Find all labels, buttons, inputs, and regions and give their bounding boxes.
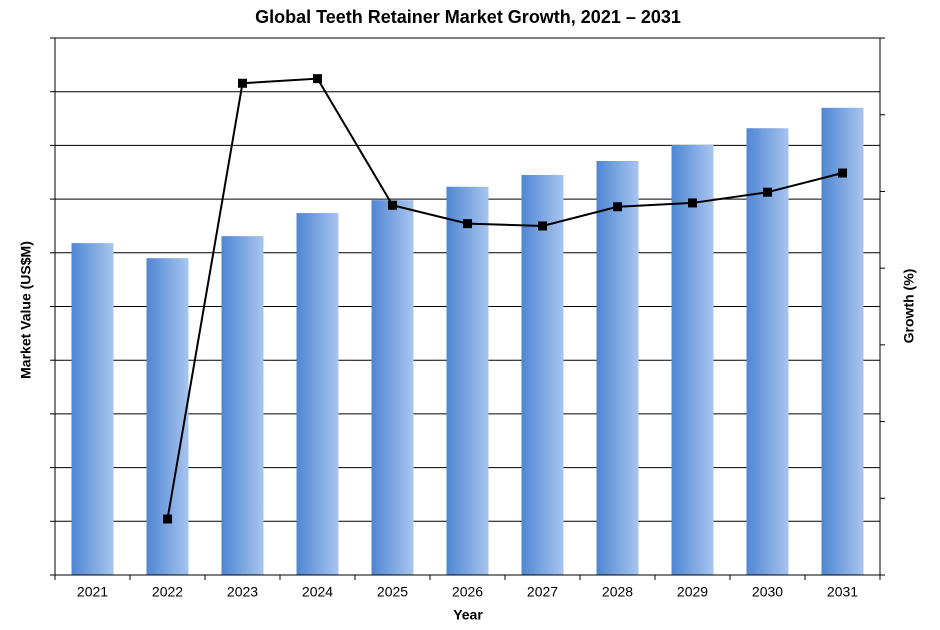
- x-tick-label: 2023: [227, 584, 258, 600]
- bar: [221, 236, 264, 575]
- bar: [446, 186, 489, 575]
- bar: [821, 107, 864, 575]
- line-marker: [763, 187, 772, 197]
- bar: [746, 128, 789, 575]
- bar: [71, 243, 114, 575]
- chart-title: Global Teeth Retainer Market Growth, 202…: [255, 7, 681, 27]
- line-marker: [688, 198, 697, 208]
- line-marker: [538, 221, 547, 231]
- bar: [596, 160, 639, 575]
- x-tick-label: 2021: [77, 584, 108, 600]
- x-tick-label: 2025: [377, 584, 408, 600]
- bar: [296, 213, 339, 575]
- line-marker: [238, 78, 247, 88]
- x-tick-label: 2030: [752, 584, 783, 600]
- y-axis-title: Market Value (US$M): [18, 241, 34, 379]
- x-tick-label: 2029: [677, 584, 708, 600]
- line-marker: [838, 168, 847, 178]
- line-marker: [163, 514, 172, 524]
- x-tick-label: 2022: [152, 584, 183, 600]
- line-marker: [388, 200, 397, 210]
- x-axis-title: Year: [453, 607, 483, 623]
- y2-axis-title: Growth (%): [901, 269, 917, 344]
- bar: [371, 200, 414, 575]
- x-tick-label: 2031: [827, 584, 858, 600]
- line-marker: [463, 219, 472, 229]
- bar: [521, 174, 564, 575]
- line-marker: [613, 202, 622, 212]
- line-marker: [313, 74, 322, 84]
- line: [166, 77, 843, 520]
- bar: [671, 144, 714, 575]
- x-tick-label: 2024: [302, 584, 333, 600]
- x-tick-label: 2027: [527, 584, 558, 600]
- bar: [146, 258, 189, 575]
- x-tick-label: 2028: [602, 584, 633, 600]
- x-tick-label: 2026: [452, 584, 483, 600]
